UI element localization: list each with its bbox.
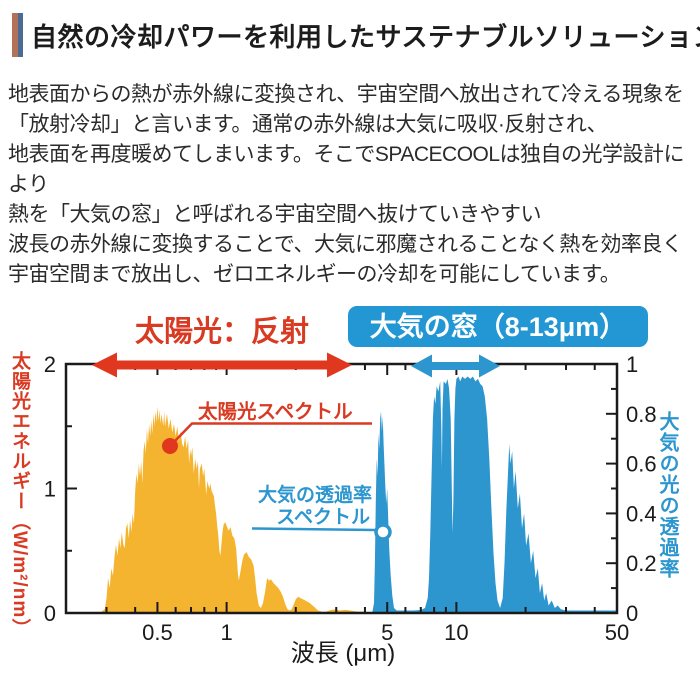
intro-paragraph: 地表面からの熱が赤外線に変換され、宇宙空間へ放出されて冷える現象を 「放射冷却」… bbox=[8, 80, 698, 290]
atmo-window-arrow-icon bbox=[411, 354, 500, 378]
paragraph-line: 熱を「大気の窓」と呼ばれる宇宙空間へ抜けていきやすい bbox=[8, 203, 542, 226]
atmo-window-badge bbox=[348, 306, 648, 347]
right-y-axis-title: 大気の光の透過率 bbox=[656, 411, 678, 579]
page-title: 自然の冷却パワーを利用したサステナブルソリューション bbox=[31, 21, 700, 52]
left-y-axis-title: 太陽光エネルギー（W/m²/nm） bbox=[9, 351, 30, 639]
svg-text:0.4: 0.4 bbox=[626, 501, 657, 526]
svg-text:1: 1 bbox=[44, 477, 56, 502]
transmittance-annotation-line2: スペクトル bbox=[276, 506, 370, 528]
transmittance-annotation-line1: 大気の透過率 bbox=[258, 483, 372, 506]
paragraph-line: 宇宙空間まで放出し、ゼロエネルギーの冷却を可能にしています。 bbox=[8, 263, 621, 286]
svg-text:10: 10 bbox=[444, 620, 468, 645]
title-accent-bar-right bbox=[17, 13, 23, 57]
svg-text:1: 1 bbox=[626, 352, 638, 377]
title-accent-bar-left bbox=[12, 13, 18, 57]
svg-text:0.5: 0.5 bbox=[142, 620, 173, 645]
svg-text:5: 5 bbox=[381, 620, 393, 645]
title-accent-bar bbox=[12, 13, 23, 57]
svg-text:0: 0 bbox=[44, 601, 56, 626]
atmo-window-badge-label: 大気の窓（8-13μm） bbox=[370, 311, 627, 342]
svg-text:0.8: 0.8 bbox=[626, 402, 657, 427]
paragraph-line: 波長の赤外線に変換することで、大気に邪魔されることなく熱を効率良く bbox=[8, 233, 683, 256]
solar-annotation-leader-line bbox=[171, 422, 372, 445]
sun-reflect-label: 太陽光：反射 bbox=[135, 315, 309, 348]
svg-text:2: 2 bbox=[44, 352, 56, 377]
svg-text:0.6: 0.6 bbox=[626, 452, 657, 477]
svg-text:50: 50 bbox=[605, 620, 629, 645]
paragraph-line: 地表面を再度暖めてしまいます。そこでSPACECOOLは独自の光学設計により bbox=[8, 143, 685, 196]
paragraph-line: 「放射冷却」と言います。通常の赤外線は大気に吸収·反射され、 bbox=[8, 113, 608, 136]
solar-spectrum-annotation: 太陽光スペクトル bbox=[198, 400, 353, 423]
series-right bbox=[372, 376, 617, 613]
page-header: 自然の冷却パワーを利用したサステナブルソリューション bbox=[12, 12, 700, 58]
svg-text:0.2: 0.2 bbox=[626, 551, 657, 576]
series-left bbox=[99, 406, 388, 613]
solar-annotation-dot-icon bbox=[162, 438, 178, 454]
svg-text:1: 1 bbox=[220, 620, 232, 645]
svg-text:0: 0 bbox=[626, 601, 638, 626]
transmittance-annotation-underline bbox=[251, 527, 376, 532]
chart-series bbox=[99, 376, 617, 613]
sun-reflect-arrow-icon bbox=[92, 352, 352, 378]
transmittance-annotation-circle-icon bbox=[374, 523, 392, 541]
x-axis-title: 波長 (μm) bbox=[291, 640, 395, 667]
paragraph-line: 地表面からの熱が赤外線に変換され、宇宙空間へ放出されて冷える現象を bbox=[8, 83, 684, 106]
spectrum-chart: 0.5 1 5 10 50 0 1 2 0 0.2 0.4 0.6 0.8 1 太陽光：反射 大気の窓（8… bbox=[0, 295, 700, 700]
